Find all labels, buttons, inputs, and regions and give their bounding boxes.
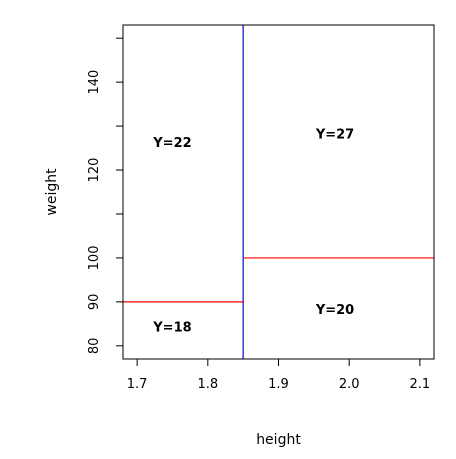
- region-label: Y=22: [152, 136, 191, 151]
- x-axis-title: height: [256, 432, 301, 448]
- y-tick-label: 140: [87, 70, 102, 95]
- y-tick-label: 90: [87, 294, 102, 311]
- y-tick-label: 80: [87, 338, 102, 355]
- region-labels: Y=22 Y=27 Y=18 Y=20: [152, 127, 354, 335]
- x-tick-label: 1.7: [127, 377, 148, 392]
- x-tick-label: 2.0: [339, 377, 360, 392]
- region-label: Y=20: [315, 303, 354, 318]
- y-tick-label: 120: [87, 158, 102, 183]
- x-tick-label: 2.1: [410, 377, 431, 392]
- x-tick-label: 1.9: [268, 377, 289, 392]
- x-tick-label: 1.8: [197, 377, 218, 392]
- axis-ticks: 1.7 1.8 1.9 2.0 2.1 80 90 100 120 140: [87, 37, 431, 392]
- split-lines: [123, 25, 434, 359]
- region-label: Y=18: [152, 321, 191, 336]
- region-label: Y=27: [315, 127, 354, 142]
- plot-frame: [122, 24, 435, 360]
- y-tick-label: 100: [87, 246, 102, 271]
- y-axis-title: weight: [44, 168, 60, 216]
